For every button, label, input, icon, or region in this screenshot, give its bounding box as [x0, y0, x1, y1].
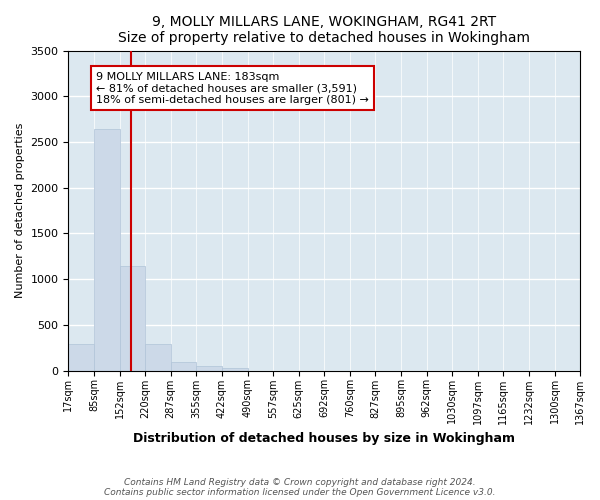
Title: 9, MOLLY MILLARS LANE, WOKINGHAM, RG41 2RT
Size of property relative to detached: 9, MOLLY MILLARS LANE, WOKINGHAM, RG41 2… — [118, 15, 530, 45]
Bar — [222, 368, 248, 370]
Bar — [119, 266, 145, 370]
Text: Contains HM Land Registry data © Crown copyright and database right 2024.
Contai: Contains HM Land Registry data © Crown c… — [104, 478, 496, 497]
Bar — [196, 366, 222, 370]
Bar — [145, 344, 171, 370]
Text: 9 MOLLY MILLARS LANE: 183sqm
← 81% of detached houses are smaller (3,591)
18% of: 9 MOLLY MILLARS LANE: 183sqm ← 81% of de… — [96, 72, 369, 105]
Bar — [68, 344, 94, 370]
Y-axis label: Number of detached properties: Number of detached properties — [15, 123, 25, 298]
X-axis label: Distribution of detached houses by size in Wokingham: Distribution of detached houses by size … — [133, 432, 515, 445]
Bar — [94, 129, 119, 370]
Bar — [171, 362, 196, 370]
